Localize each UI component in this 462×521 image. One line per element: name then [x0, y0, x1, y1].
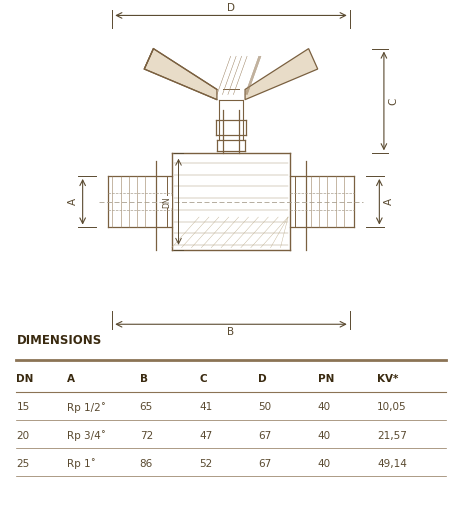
Text: C: C	[388, 97, 398, 105]
Text: 40: 40	[318, 402, 331, 413]
Text: 50: 50	[258, 402, 272, 413]
Text: A: A	[384, 198, 395, 205]
Text: B: B	[140, 375, 148, 384]
Polygon shape	[245, 48, 318, 100]
Text: 25: 25	[17, 458, 30, 468]
Text: D: D	[258, 375, 267, 384]
Text: A: A	[67, 375, 75, 384]
Text: Rp 1/2˚: Rp 1/2˚	[67, 402, 106, 413]
Text: 49,14: 49,14	[377, 458, 407, 468]
Text: D: D	[227, 3, 235, 13]
Text: 67: 67	[258, 458, 272, 468]
Text: 86: 86	[140, 458, 153, 468]
Text: DN: DN	[163, 196, 171, 207]
Text: C: C	[199, 375, 207, 384]
Text: 40: 40	[318, 430, 331, 441]
Text: 72: 72	[140, 430, 153, 441]
Text: Rp 3/4˚: Rp 3/4˚	[67, 430, 106, 441]
Text: A: A	[67, 198, 78, 205]
Text: 10,05: 10,05	[377, 402, 407, 413]
Text: 52: 52	[199, 458, 213, 468]
Text: 65: 65	[140, 402, 153, 413]
Text: 40: 40	[318, 458, 331, 468]
Text: 21,57: 21,57	[377, 430, 407, 441]
Polygon shape	[144, 48, 217, 100]
Text: KV*: KV*	[377, 375, 398, 384]
Text: B: B	[227, 327, 235, 337]
Text: 47: 47	[199, 430, 213, 441]
Text: DN: DN	[17, 375, 34, 384]
Text: 20: 20	[17, 430, 30, 441]
Text: 15: 15	[17, 402, 30, 413]
Text: 67: 67	[258, 430, 272, 441]
Text: Rp 1˚: Rp 1˚	[67, 458, 96, 469]
Text: 41: 41	[199, 402, 213, 413]
Text: DIMENSIONS: DIMENSIONS	[17, 334, 102, 347]
Text: PN: PN	[318, 375, 334, 384]
